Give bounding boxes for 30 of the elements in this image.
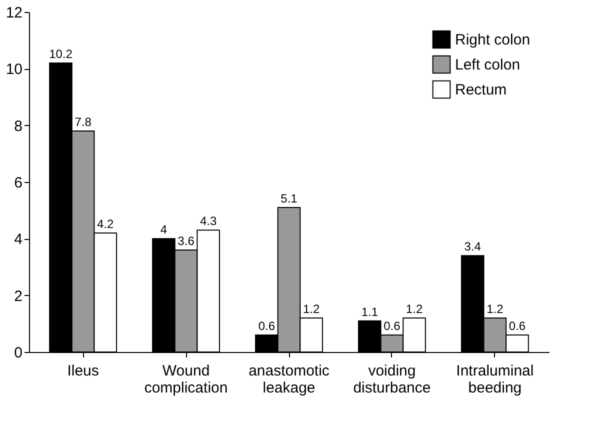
y-tick-label: 4: [14, 231, 22, 248]
data-label: 3.4: [464, 240, 482, 254]
x-tick-label: anastomotic leakage: [248, 362, 330, 396]
x-tick-label: voiding disturbance: [353, 362, 431, 396]
y-tick-label: 12: [6, 4, 22, 22]
data-label: 0.6: [384, 319, 401, 333]
y-tick-label: 6: [14, 174, 22, 192]
data-label: 7.8: [74, 115, 92, 129]
data-label: 3.6: [178, 234, 195, 248]
data-label: 1.2: [406, 302, 423, 316]
data-label: 4.3: [200, 214, 218, 228]
data-label: 1.2: [302, 302, 320, 316]
x-tick-label: Wound complication: [144, 362, 228, 396]
data-label: 4.2: [97, 217, 114, 231]
legend-label: Right colon: [455, 32, 530, 48]
y-tick-label: 8: [14, 118, 22, 135]
x-tick-label: Intraluminal beeding: [456, 362, 534, 396]
y-tick-label: 0: [14, 344, 22, 362]
data-label: 10.2: [49, 47, 73, 61]
data-label: 5.1: [280, 192, 298, 206]
legend-label: Left colon: [455, 56, 520, 74]
y-tick-label: 10: [6, 61, 22, 78]
data-label: 4: [160, 222, 168, 237]
data-label: 1.2: [486, 302, 504, 316]
y-tick-label: 2: [14, 288, 22, 305]
data-label: 0.6: [258, 319, 276, 333]
legend-label: Rectum: [455, 82, 507, 98]
x-tick-label: Ileus: [67, 362, 99, 380]
data-label: 1.1: [361, 304, 378, 319]
data-label: 0.6: [508, 319, 526, 333]
